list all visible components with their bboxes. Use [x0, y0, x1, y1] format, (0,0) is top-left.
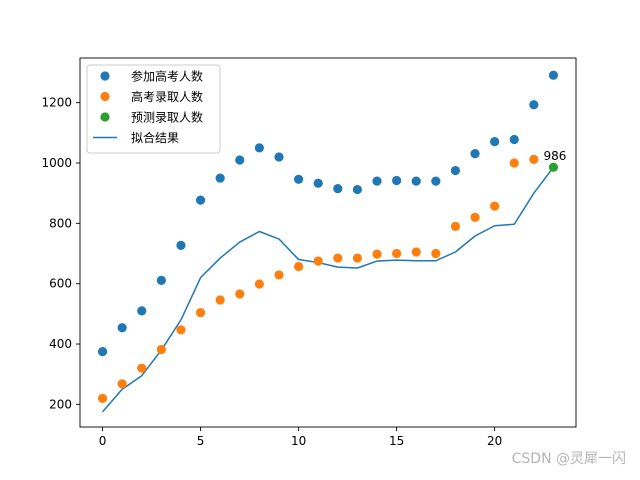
- legend-label: 参加高考人数: [131, 69, 203, 84]
- y-tick-label: 1000: [41, 156, 72, 170]
- series-2-point: [313, 256, 323, 266]
- series-1-point: [548, 70, 559, 80]
- series-1-point: [254, 143, 264, 153]
- series-1-point: [450, 165, 461, 176]
- x-tick-label: 0: [99, 434, 107, 448]
- series-2-point: [117, 379, 127, 389]
- series-1-point: [411, 176, 421, 186]
- series-1-point: [509, 134, 519, 145]
- legend-label: 拟合结果: [131, 130, 179, 145]
- series-2-point: [470, 212, 480, 222]
- series-1-point: [274, 152, 284, 162]
- series-1-point: [293, 174, 304, 184]
- series-1-point: [195, 195, 206, 205]
- legend-box: [86, 64, 221, 154]
- series-1-point: [392, 175, 402, 186]
- axes: 0 5 10 15 20 200 400 600 800 1000 1200: [41, 57, 577, 448]
- series-1-point: [97, 346, 108, 357]
- series-1-point: [156, 275, 166, 285]
- series-2-point: [215, 295, 225, 305]
- x-tick-label: 10: [291, 434, 306, 448]
- y-tick-label: 800: [49, 216, 72, 230]
- series-1-point: [176, 240, 186, 250]
- series-1-point: [352, 184, 363, 195]
- series-2-point: [176, 325, 186, 335]
- series-2-point: [529, 154, 539, 164]
- series-1-point: [490, 136, 500, 147]
- series-2-point: [274, 270, 284, 280]
- series-2-point: [431, 248, 441, 259]
- watermark: CSDN @灵犀一闪: [511, 451, 626, 467]
- x-tick-label: 5: [197, 434, 205, 448]
- series-2-point: [293, 261, 304, 272]
- series-1-point: [529, 100, 539, 110]
- y-tick-label: 200: [49, 397, 72, 411]
- series-2-point: [352, 253, 363, 263]
- prediction-annotation: 986: [543, 149, 566, 163]
- y-tick-label: 1200: [41, 96, 72, 110]
- series-2-point: [411, 247, 421, 257]
- series-1-point: [470, 149, 480, 159]
- series-2-point: [156, 344, 166, 355]
- legend-label: 高考录取人数: [131, 89, 203, 104]
- x-tick-label: 15: [389, 434, 404, 448]
- series-1-point: [333, 184, 343, 194]
- series-3-point: [548, 162, 559, 172]
- legend-marker: [100, 112, 110, 122]
- series-1-point: [313, 178, 323, 188]
- series-4-line: [101, 166, 555, 413]
- series-1-point: [137, 306, 147, 316]
- series-2-point: [137, 363, 147, 373]
- series-1-point: [117, 323, 127, 333]
- series-2-point: [372, 249, 382, 259]
- series-2-point: [235, 289, 245, 299]
- series-2-point: [254, 279, 264, 289]
- legend-marker: [100, 91, 110, 102]
- legend-marker: [100, 71, 110, 81]
- series-2-point: [509, 158, 519, 168]
- series-2-point: [450, 221, 461, 231]
- series-2-point: [392, 248, 402, 259]
- legend-label: 预测录取人数: [131, 110, 203, 125]
- y-tick-label: 400: [49, 337, 72, 351]
- series-1-point: [431, 176, 441, 186]
- series-1-point: [215, 173, 225, 183]
- series-1-point: [372, 176, 382, 186]
- series-2-point: [97, 393, 108, 403]
- plot-area: [97, 70, 559, 413]
- series-2-point: [333, 253, 343, 263]
- series-2-point: [490, 201, 500, 211]
- series-1-point: [235, 155, 245, 165]
- series-2-point: [195, 308, 206, 318]
- x-tick-label: 20: [487, 434, 502, 448]
- axes-frame: [79, 57, 577, 428]
- y-tick-label: 600: [49, 277, 72, 291]
